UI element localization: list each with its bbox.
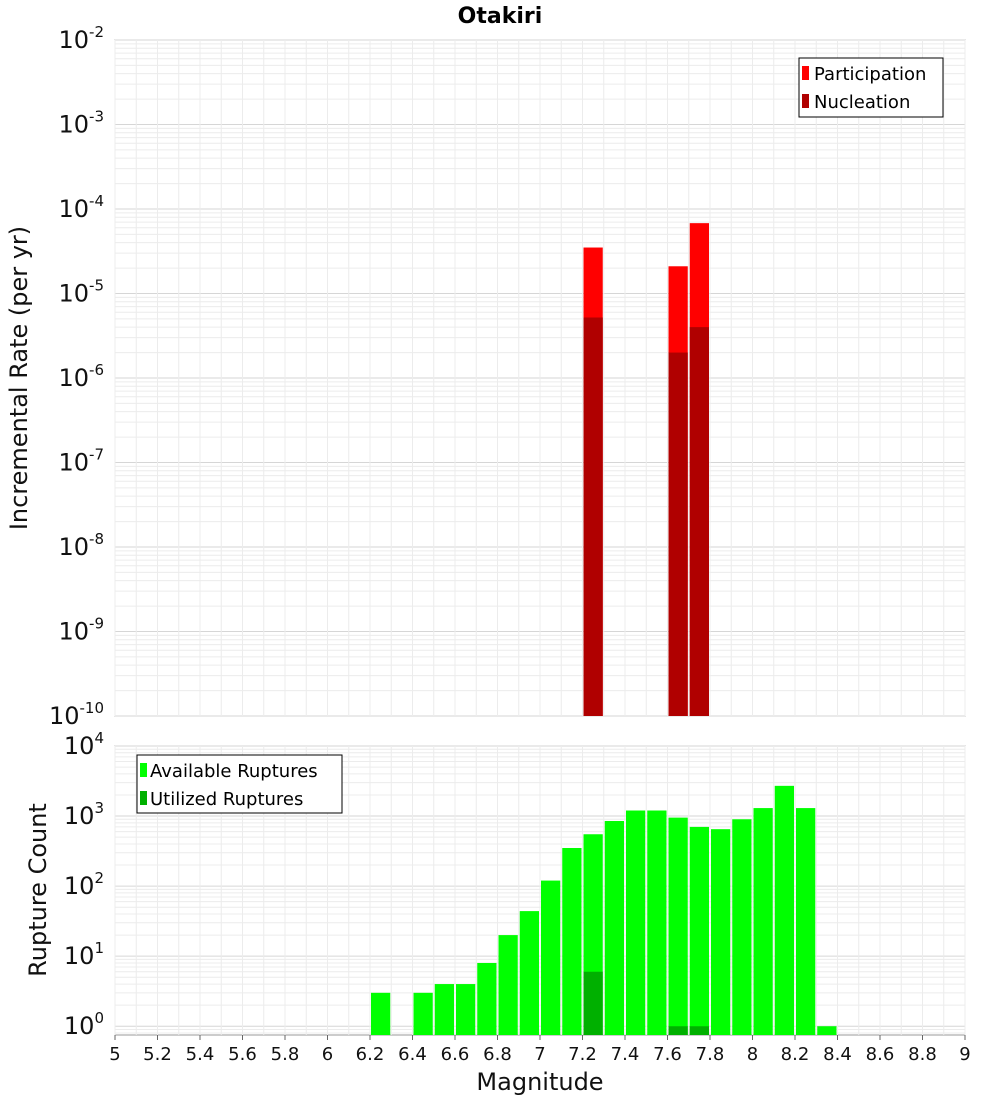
bottom-series-0-bar xyxy=(689,826,709,1035)
bottom-series-0-bar xyxy=(647,810,667,1035)
top-y-tick-label: 10-7 xyxy=(58,446,104,477)
x-tick-label: 8.6 xyxy=(866,1044,895,1065)
legend-label-nucleation: Nucleation xyxy=(814,92,910,113)
x-tick-label: 9 xyxy=(959,1044,970,1065)
x-tick-label: 5.6 xyxy=(228,1044,257,1065)
x-axis-label: Magnitude xyxy=(476,1068,603,1096)
top-y-tick-label: 10-9 xyxy=(58,615,104,646)
bottom-series-0-bar xyxy=(732,819,752,1035)
bottom-series-0-bar xyxy=(413,992,433,1035)
bottom-series-1-bar xyxy=(668,1026,688,1035)
bottom-series-0-bar xyxy=(434,984,454,1035)
bottom-series-0-bar xyxy=(796,808,816,1035)
x-tick-label: 5.4 xyxy=(186,1044,215,1065)
bottom-y-tick-label: 103 xyxy=(64,799,104,830)
bottom-series-0-bar xyxy=(817,1026,837,1035)
x-tick-label: 6.8 xyxy=(483,1044,512,1065)
bottom-series-0-bar xyxy=(774,785,794,1035)
top-y-tick-label: 10-3 xyxy=(58,108,104,139)
bottom-series-0-bar xyxy=(668,817,688,1035)
bottom-y-ticks: 100 101 102 103 104 xyxy=(64,729,104,1040)
x-tick-label: 7.4 xyxy=(611,1044,640,1065)
bottom-y-tick-label: 102 xyxy=(64,869,104,900)
legend-swatch-utilized xyxy=(140,791,147,805)
top-series-1-bar xyxy=(689,327,709,716)
bottom-series-0-bar xyxy=(519,911,539,1035)
top-y-tick-label: 10-5 xyxy=(58,277,104,308)
legend-label-available: Available Ruptures xyxy=(150,761,318,782)
bottom-y-axis-label: Rupture Count xyxy=(24,803,52,977)
top-series-1-bar xyxy=(668,352,688,716)
top-y-tick-label: 10-10 xyxy=(49,699,104,730)
x-tick-label: 5.8 xyxy=(271,1044,300,1065)
bottom-legend: Available Ruptures Utilized Ruptures xyxy=(136,754,343,814)
bottom-series-0-bar xyxy=(626,810,646,1035)
bottom-series-1-bar xyxy=(689,1026,709,1035)
bottom-series-0-bar xyxy=(753,808,773,1035)
top-legend-box xyxy=(798,57,944,118)
bottom-legend-box xyxy=(136,754,343,814)
top-y-ticks: 10-10 10-9 10-8 10-7 10-6 10-5 10-4 10-3 10-2 xyxy=(49,23,104,730)
top-y-tick-label: 10-4 xyxy=(58,192,104,223)
legend-label-utilized: Utilized Ruptures xyxy=(150,789,303,810)
bottom-series-0-bar xyxy=(562,848,582,1035)
x-tick-label: 6 xyxy=(322,1044,333,1065)
top-y-tick-label: 10-8 xyxy=(58,530,104,561)
x-ticks: 5 5.2 5.4 5.6 5.8 6 6.2 6.4 6.6 6.8 7 7.2 7.4 7.6 7.8 8… xyxy=(109,1035,971,1065)
top-panel: 10-10 10-9 10-8 10-7 10-6 10-5 10-4 10-3 10-2 In… xyxy=(5,23,966,730)
bottom-series-0-bar xyxy=(456,984,476,1035)
x-tick-label: 7.8 xyxy=(696,1044,725,1065)
bottom-series-0-bar xyxy=(498,935,518,1035)
legend-swatch-available xyxy=(140,763,147,777)
x-tick-label: 8 xyxy=(747,1044,758,1065)
legend-label-participation: Participation xyxy=(814,64,926,85)
x-tick-label: 6.4 xyxy=(398,1044,427,1065)
x-tick-label: 6.2 xyxy=(356,1044,385,1065)
x-tick-label: 8.8 xyxy=(908,1044,937,1065)
bottom-panel: 100 101 102 103 104 5 5.2 5.4 5.6 5.8 6 6.2 6.4 6.6 6… xyxy=(24,729,971,1096)
x-tick-label: 8.2 xyxy=(781,1044,810,1065)
bottom-series-0-bar xyxy=(371,992,391,1035)
top-y-tick-label: 10-6 xyxy=(58,361,104,392)
top-grid xyxy=(114,39,966,717)
legend-swatch-participation xyxy=(802,66,809,80)
bottom-series-0-bar xyxy=(604,821,624,1035)
bottom-y-tick-label: 101 xyxy=(64,939,104,970)
x-tick-label: 5.2 xyxy=(143,1044,172,1065)
bottom-series-0-bar xyxy=(477,962,497,1035)
bottom-y-tick-label: 104 xyxy=(64,729,104,760)
top-bars xyxy=(583,223,709,716)
bottom-y-tick-label: 100 xyxy=(64,1009,104,1040)
top-legend: Participation Nucleation xyxy=(798,57,944,118)
x-tick-label: 6.6 xyxy=(441,1044,470,1065)
bottom-series-1-bar xyxy=(583,971,603,1035)
bottom-series-0-bar xyxy=(541,880,561,1035)
x-tick-label: 5 xyxy=(109,1044,120,1065)
top-series-1-bar xyxy=(583,317,603,716)
top-y-axis-label: Incremental Rate (per yr) xyxy=(5,226,33,530)
top-y-tick-label: 10-2 xyxy=(58,23,104,54)
x-tick-label: 7.2 xyxy=(568,1044,597,1065)
bottom-bars xyxy=(371,785,837,1035)
x-tick-label: 8.4 xyxy=(823,1044,852,1065)
x-tick-label: 7 xyxy=(534,1044,545,1065)
chart-title: Otakiri xyxy=(458,4,543,29)
legend-swatch-nucleation xyxy=(802,94,809,108)
bottom-series-0-bar xyxy=(711,829,731,1035)
x-tick-label: 7.6 xyxy=(653,1044,682,1065)
